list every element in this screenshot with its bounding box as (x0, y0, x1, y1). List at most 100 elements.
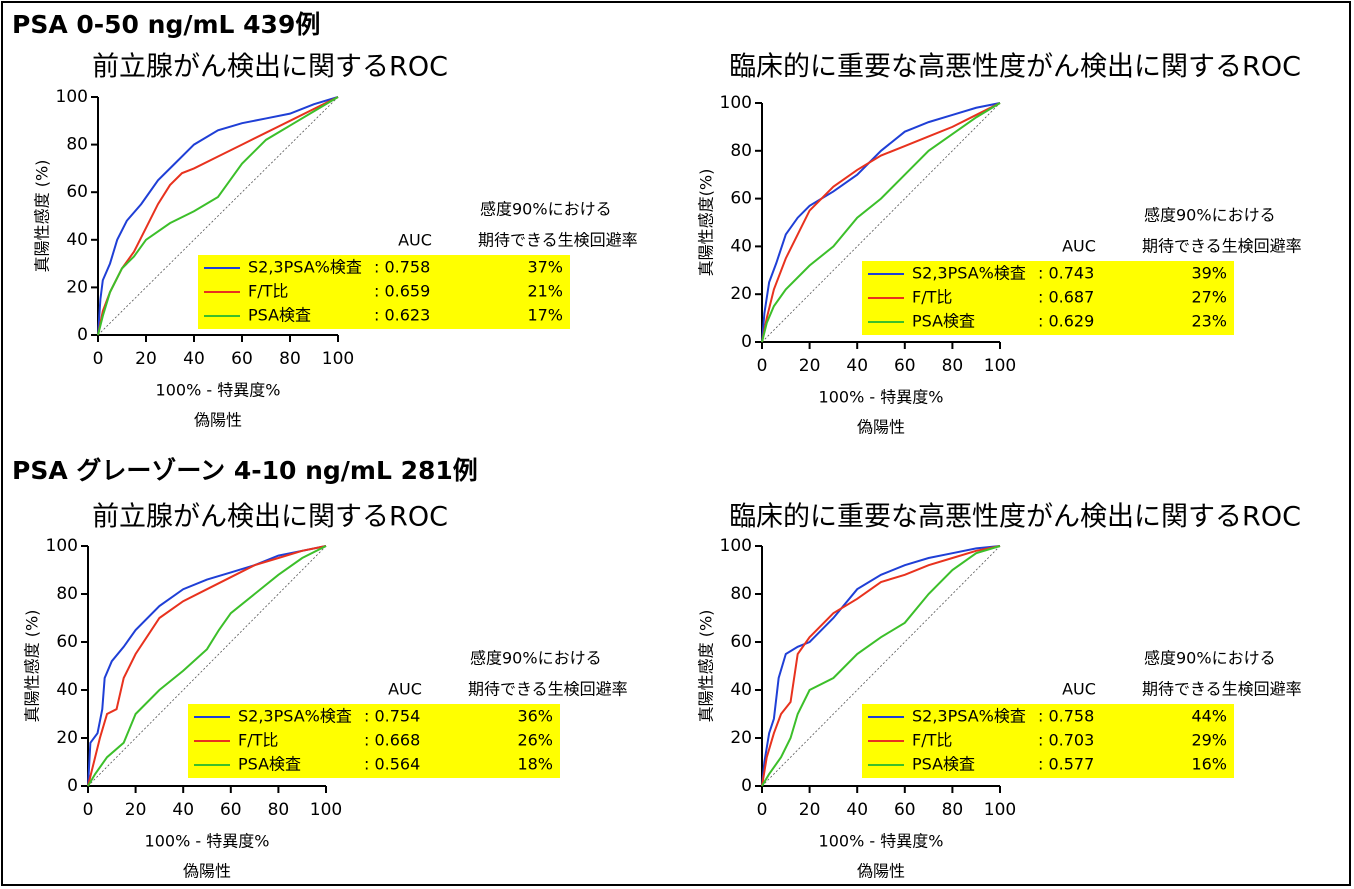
reference-diagonal (87, 545, 327, 787)
auc-label: : 0.687 (1038, 288, 1094, 307)
y-tick-label: 20 (730, 728, 752, 748)
roc-curve (97, 96, 339, 336)
x-tick-label: 100 (322, 349, 354, 369)
y-tick-label: 80 (66, 135, 88, 155)
roc-curve (761, 545, 1001, 787)
table-header: 感度90%における (1144, 649, 1276, 668)
x-tick-label: 100 (310, 800, 342, 820)
x-tick-label: 100 (984, 356, 1016, 376)
auc-label: : 0.564 (364, 755, 420, 774)
avoidance-label: 16% (1191, 755, 1227, 774)
y-tick-label: 40 (730, 236, 752, 256)
y-tick-label: 0 (77, 325, 88, 345)
legend-box (862, 261, 1234, 335)
roc-curve (761, 102, 1001, 343)
auc-label: : 0.703 (1038, 731, 1094, 750)
table-header: 感度90%における (480, 200, 612, 219)
x-tick-label: 40 (183, 349, 205, 369)
roc-curve (97, 96, 339, 336)
legend-label: S2,3PSA%検査 (238, 707, 352, 726)
roc-curve (87, 545, 327, 787)
avoidance-label: 36% (517, 707, 553, 726)
table-header: 期待できる生検回避率 (468, 680, 628, 699)
auc-label: : 0.743 (1038, 264, 1094, 283)
avoidance-label: 17% (527, 306, 563, 325)
table-header: AUC (398, 231, 432, 250)
x-tick-label: 60 (894, 356, 916, 376)
avoidance-label: 44% (1191, 707, 1227, 726)
y-tick-label: 20 (66, 277, 88, 297)
x-tick-label: 40 (846, 800, 868, 820)
y-axis-label: 真陽性感度 (%) (23, 610, 42, 723)
y-tick-label: 60 (730, 189, 752, 209)
legend-label: F/T比 (912, 288, 952, 307)
x-tick-label: 60 (220, 800, 242, 820)
y-axis-label: 真陽性感度 (%) (33, 160, 52, 273)
x-axis-sublabel: 偽陽性 (194, 411, 242, 430)
y-tick-label: 80 (730, 141, 752, 161)
legend-label: S2,3PSA%検査 (912, 707, 1026, 726)
y-tick-label: 80 (730, 584, 752, 604)
section-heading: PSA 0-50 ng/mL 439例 (12, 10, 320, 39)
y-tick-label: 60 (730, 632, 752, 652)
chart-title: 前立腺がん検出に関するROC (92, 502, 448, 533)
roc-curve (761, 102, 1001, 343)
x-axis-label: 100% - 特異度% (819, 388, 944, 407)
avoidance-label: 29% (1191, 731, 1227, 750)
x-tick-label: 0 (83, 800, 94, 820)
reference-diagonal (97, 96, 339, 336)
table-header: 期待できる生検回避率 (478, 231, 638, 250)
reference-diagonal (761, 102, 1001, 343)
x-axis-sublabel: 偽陽性 (857, 418, 905, 437)
legend-box (188, 704, 560, 778)
table-header: AUC (1062, 680, 1096, 699)
auc-label: : 0.629 (1038, 312, 1094, 331)
y-tick-label: 60 (66, 182, 88, 202)
x-tick-label: 20 (799, 356, 821, 376)
y-axis-label: 真陽性感度 (%) (697, 610, 716, 723)
x-tick-label: 0 (757, 800, 768, 820)
avoidance-label: 18% (517, 755, 553, 774)
x-axis-label: 100% - 特異度% (156, 381, 281, 400)
y-tick-label: 0 (741, 776, 752, 796)
legend-label: S2,3PSA%検査 (248, 258, 362, 277)
avoidance-label: 21% (527, 282, 563, 301)
x-tick-label: 20 (135, 349, 157, 369)
x-axis-sublabel: 偽陽性 (183, 862, 231, 881)
roc-curve (761, 545, 1001, 787)
avoidance-label: 23% (1191, 312, 1227, 331)
legend-box (862, 704, 1234, 778)
x-tick-label: 80 (279, 349, 301, 369)
y-tick-label: 40 (56, 680, 78, 700)
legend-label: PSA検査 (912, 312, 975, 331)
x-tick-label: 40 (846, 356, 868, 376)
y-tick-label: 100 (46, 536, 78, 556)
auc-label: : 0.668 (364, 731, 420, 750)
y-tick-label: 100 (720, 536, 752, 556)
auc-label: : 0.623 (374, 306, 430, 325)
avoidance-label: 39% (1191, 264, 1227, 283)
legend-label: PSA検査 (248, 306, 311, 325)
x-tick-label: 40 (172, 800, 194, 820)
x-tick-label: 20 (799, 800, 821, 820)
section-heading: PSA グレーゾーン 4-10 ng/mL 281例 (12, 456, 478, 485)
legend-label: F/T比 (238, 731, 278, 750)
x-tick-label: 60 (231, 349, 253, 369)
auc-label: : 0.758 (1038, 707, 1094, 726)
y-tick-label: 80 (56, 584, 78, 604)
legend-label: F/T比 (912, 731, 952, 750)
auc-label: : 0.577 (1038, 755, 1094, 774)
table-header: 感度90%における (1144, 206, 1276, 225)
y-tick-label: 60 (56, 632, 78, 652)
y-tick-label: 0 (741, 332, 752, 352)
x-tick-label: 100 (984, 800, 1016, 820)
table-header: AUC (1062, 237, 1096, 256)
x-tick-label: 80 (942, 800, 964, 820)
y-tick-label: 20 (730, 284, 752, 304)
y-tick-label: 100 (720, 93, 752, 113)
y-tick-label: 40 (66, 230, 88, 250)
x-tick-label: 20 (125, 800, 147, 820)
auc-label: : 0.754 (364, 707, 420, 726)
auc-label: : 0.758 (374, 258, 430, 277)
y-tick-label: 100 (56, 87, 88, 107)
